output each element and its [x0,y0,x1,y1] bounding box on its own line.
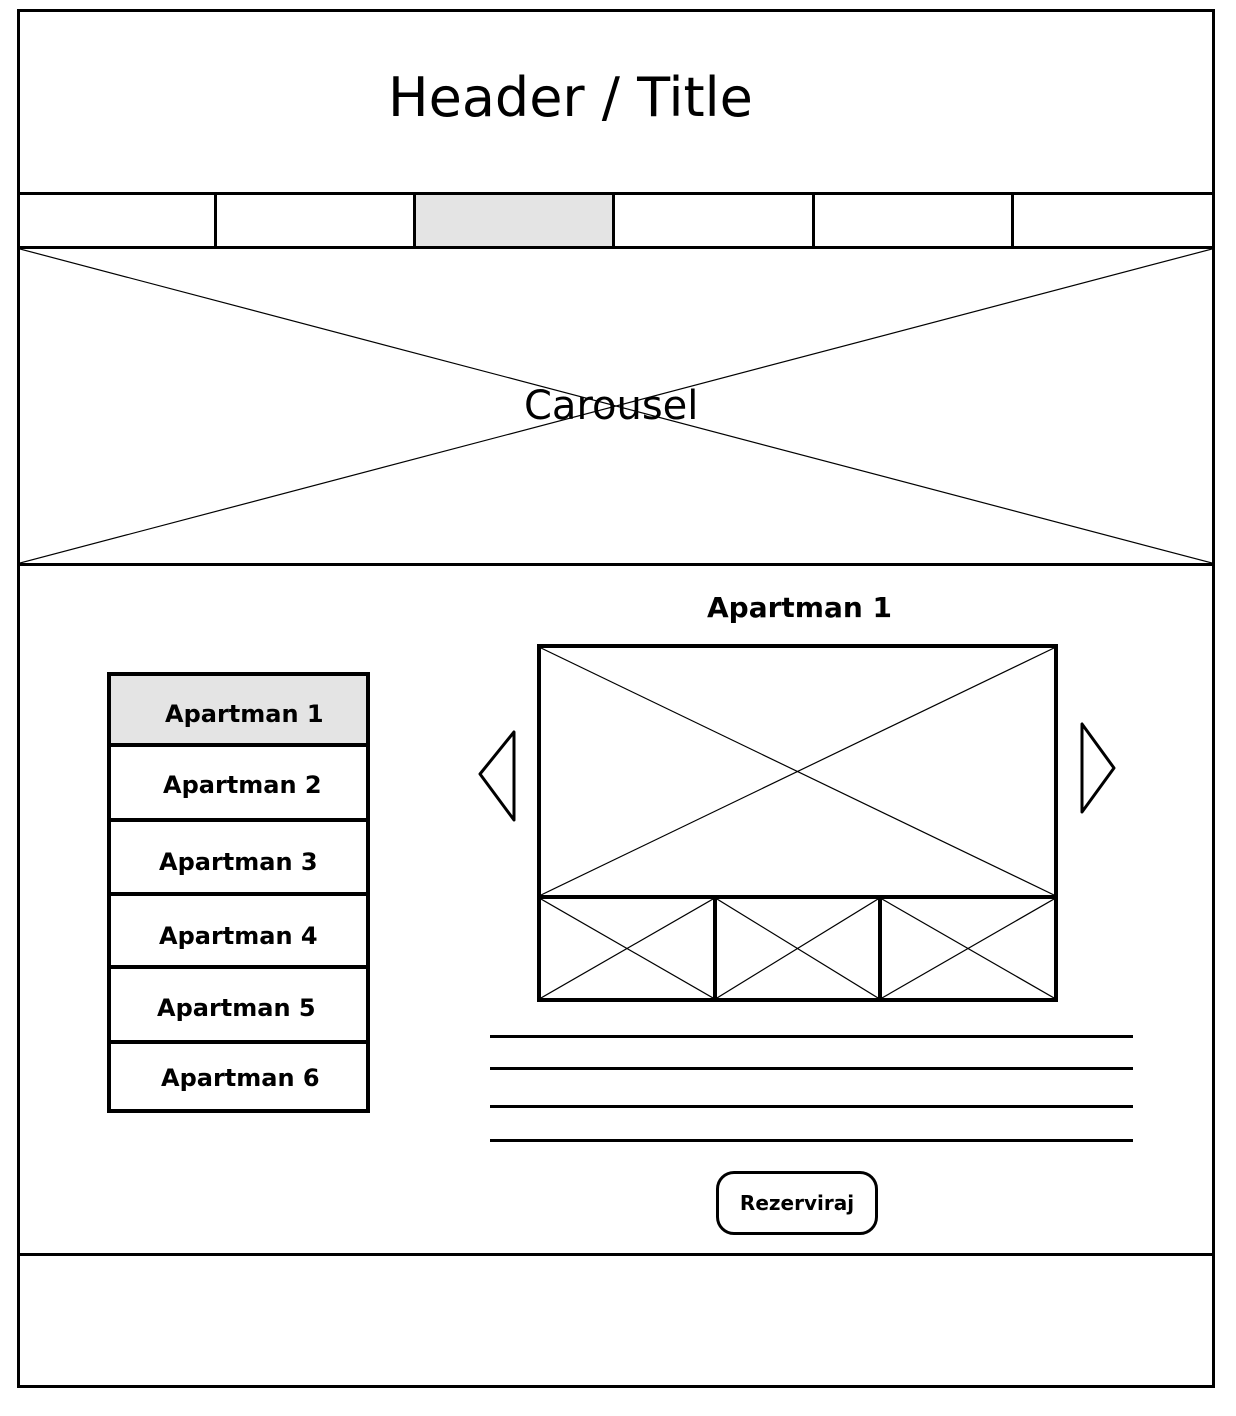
chevron-left-icon[interactable] [476,728,520,824]
apartment-list [107,672,370,1113]
apartment-list-item-2[interactable] [111,747,366,822]
apartment-list-item-5[interactable] [111,969,366,1044]
apartment-thumbnail-3[interactable] [878,895,1058,1002]
apartment-list-item-label: Apartman 1 [165,700,324,728]
chevron-right-icon[interactable] [1076,720,1120,816]
image-placeholder-icon [541,899,713,998]
carousel-label: Carousel [524,383,699,429]
footer [17,1253,1215,1388]
nav-tab-1[interactable] [17,192,217,249]
nav-tab-4[interactable] [612,192,815,249]
image-placeholder-icon [541,648,1054,895]
nav-tab-2[interactable] [214,192,416,249]
apartment-list-item-label: Apartman 4 [159,922,318,950]
apartment-list-item-4[interactable] [111,896,366,969]
apartment-list-item-label: Apartman 3 [159,848,318,876]
apartment-main-image[interactable] [537,644,1058,899]
apartment-list-item-label: Apartman 6 [161,1064,320,1092]
description-line [490,1139,1133,1142]
nav-tab-3-active[interactable] [413,192,615,249]
image-placeholder-icon [717,899,878,998]
apartment-list-item-1[interactable] [111,676,366,747]
apartment-list-item-label: Apartman 5 [157,994,316,1022]
apartment-thumbnail-2[interactable] [713,895,882,1002]
description-line [490,1035,1133,1038]
page-title: Header / Title [388,66,753,129]
nav-tab-5[interactable] [812,192,1014,249]
book-button[interactable]: Rezerviraj [716,1171,878,1235]
nav-tab-6[interactable] [1011,192,1215,249]
apartment-detail-title: Apartman 1 [707,591,893,624]
description-line [490,1067,1133,1070]
nav-bar [17,192,1215,249]
image-placeholder-icon [882,899,1054,998]
description-line [490,1105,1133,1108]
apartment-list-item-label: Apartman 2 [163,771,322,799]
apartment-thumbnail-1[interactable] [537,895,717,1002]
apartment-list-item-3[interactable] [111,822,366,896]
carousel-placeholder-icon [20,249,1212,563]
